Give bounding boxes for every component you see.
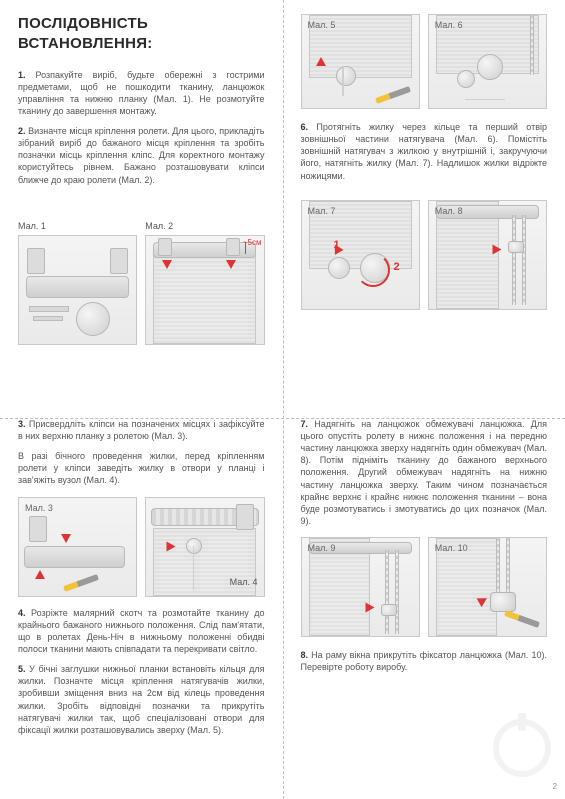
figure-8: Мал. 8 [428,200,547,310]
figure-3: Мал. 3 [18,497,137,597]
fig-row-5-6: Мал. 5 Мал. 6 [301,14,548,109]
figure-1-illustration [18,235,137,345]
figure-3-illustration: Мал. 3 [18,497,137,597]
figure-8-label: Мал. 8 [435,205,463,217]
step-8-text: На раму вікна прикрутіть фіксатор ланцюж… [301,650,547,672]
anno-2: 2 [394,260,400,275]
step-5: 5. У бічні заглушки нижньої планки встан… [18,663,265,736]
figure-9: Мал. 9 [301,537,420,637]
figure-2-label: Мал. 2 [145,220,264,232]
figure-5: Мал. 5 [301,14,420,109]
dim-5cm: ~5см [243,238,262,249]
figure-10: Мал. 10 [428,537,547,637]
step-3a: 3. Присвердліть кліпси на позначених міс… [18,418,265,442]
fig-row-7-8: Мал. 7 1 2 Мал. 8 [301,200,548,310]
figure-7: Мал. 7 1 2 [301,200,420,310]
figure-5-illustration: Мал. 5 [301,14,420,109]
figure-7-illustration: Мал. 7 1 2 [301,200,420,310]
figure-8-illustration: Мал. 8 [428,200,547,310]
figure-2-illustration: ~5см [145,235,264,345]
figure-5-label: Мал. 5 [308,19,336,31]
figure-6: Мал. 6 [428,14,547,109]
quadrant-top-left: ПОСЛІДОВНІСТЬ ВСТАНОВЛЕННЯ: 1. Розпакуйт… [0,0,283,400]
quadrant-top-right: Мал. 5 Мал. 6 6. Протя [283,0,565,400]
step-6: 6. Протягніть жилку через кільце та перш… [301,121,548,182]
step-1-text: Розпакуйте виріб, будьте обережні з гост… [18,70,265,116]
figure-2: Мал. 2 ~5см [145,220,264,345]
figure-10-illustration: Мал. 10 [428,537,547,637]
horizontal-divider [0,418,565,419]
figure-9-label: Мал. 9 [308,542,336,554]
fig-row-3-4: Мал. 3 Мал. 4 [18,497,265,597]
figure-1-label: Мал. 1 [18,220,137,232]
step-7-text: Надягніть на ланцюжок обмежувачі ланцюжк… [301,419,548,526]
step-3b: В разі бічного проведення жилки, перед к… [18,450,265,486]
quadrant-bottom-left: 3. Присвердліть кліпси на позначених міс… [0,400,283,799]
step-2: 2. Визначте місця кріплення ролети. Для … [18,125,265,186]
figure-6-label: Мал. 6 [435,19,463,31]
figure-10-label: Мал. 10 [435,542,468,554]
page-title: ПОСЛІДОВНІСТЬ ВСТАНОВЛЕННЯ: [18,14,265,55]
step-2-text: Визначте місця кріплення ролети. Для цьо… [18,126,265,185]
figure-7-label: Мал. 7 [308,205,336,217]
step-7: 7. Надягніть на ланцюжок обмежувачі ланц… [301,418,548,527]
watermark-icon [493,719,551,777]
step-4-text: Розріжте малярний скотч та розмотайте тк… [18,608,265,654]
step-5-text: У бічні заглушки нижньої планки встанові… [18,664,265,735]
figure-1: Мал. 1 [18,220,137,345]
fig-row-1-2: Мал. 1 Мал. 2 [18,220,265,345]
figure-4-illustration: Мал. 4 [145,497,264,597]
figure-3-label: Мал. 3 [25,502,53,514]
figure-6-illustration: Мал. 6 [428,14,547,109]
quadrant-bottom-right: 7. Надягніть на ланцюжок обмежувачі ланц… [283,400,565,799]
step-4: 4. Розріжте малярний скотч та розмотайте… [18,607,265,656]
step-3a-text: Присвердліть кліпси на позначених місцях… [18,419,265,441]
step-8: 8. На раму вікна прикрутіть фіксатор лан… [301,649,548,673]
fig-row-9-10: Мал. 9 Мал. 10 [301,537,548,637]
step-1: 1. Розпакуйте виріб, будьте обережні з г… [18,69,265,118]
figure-9-illustration: Мал. 9 [301,537,420,637]
figure-4-label: Мал. 4 [230,576,258,588]
vertical-divider [283,0,284,799]
step-6-text: Протягніть жилку через кільце та перший … [301,122,548,181]
figure-4: Мал. 4 [145,497,264,597]
page-number: 2 [553,782,557,793]
